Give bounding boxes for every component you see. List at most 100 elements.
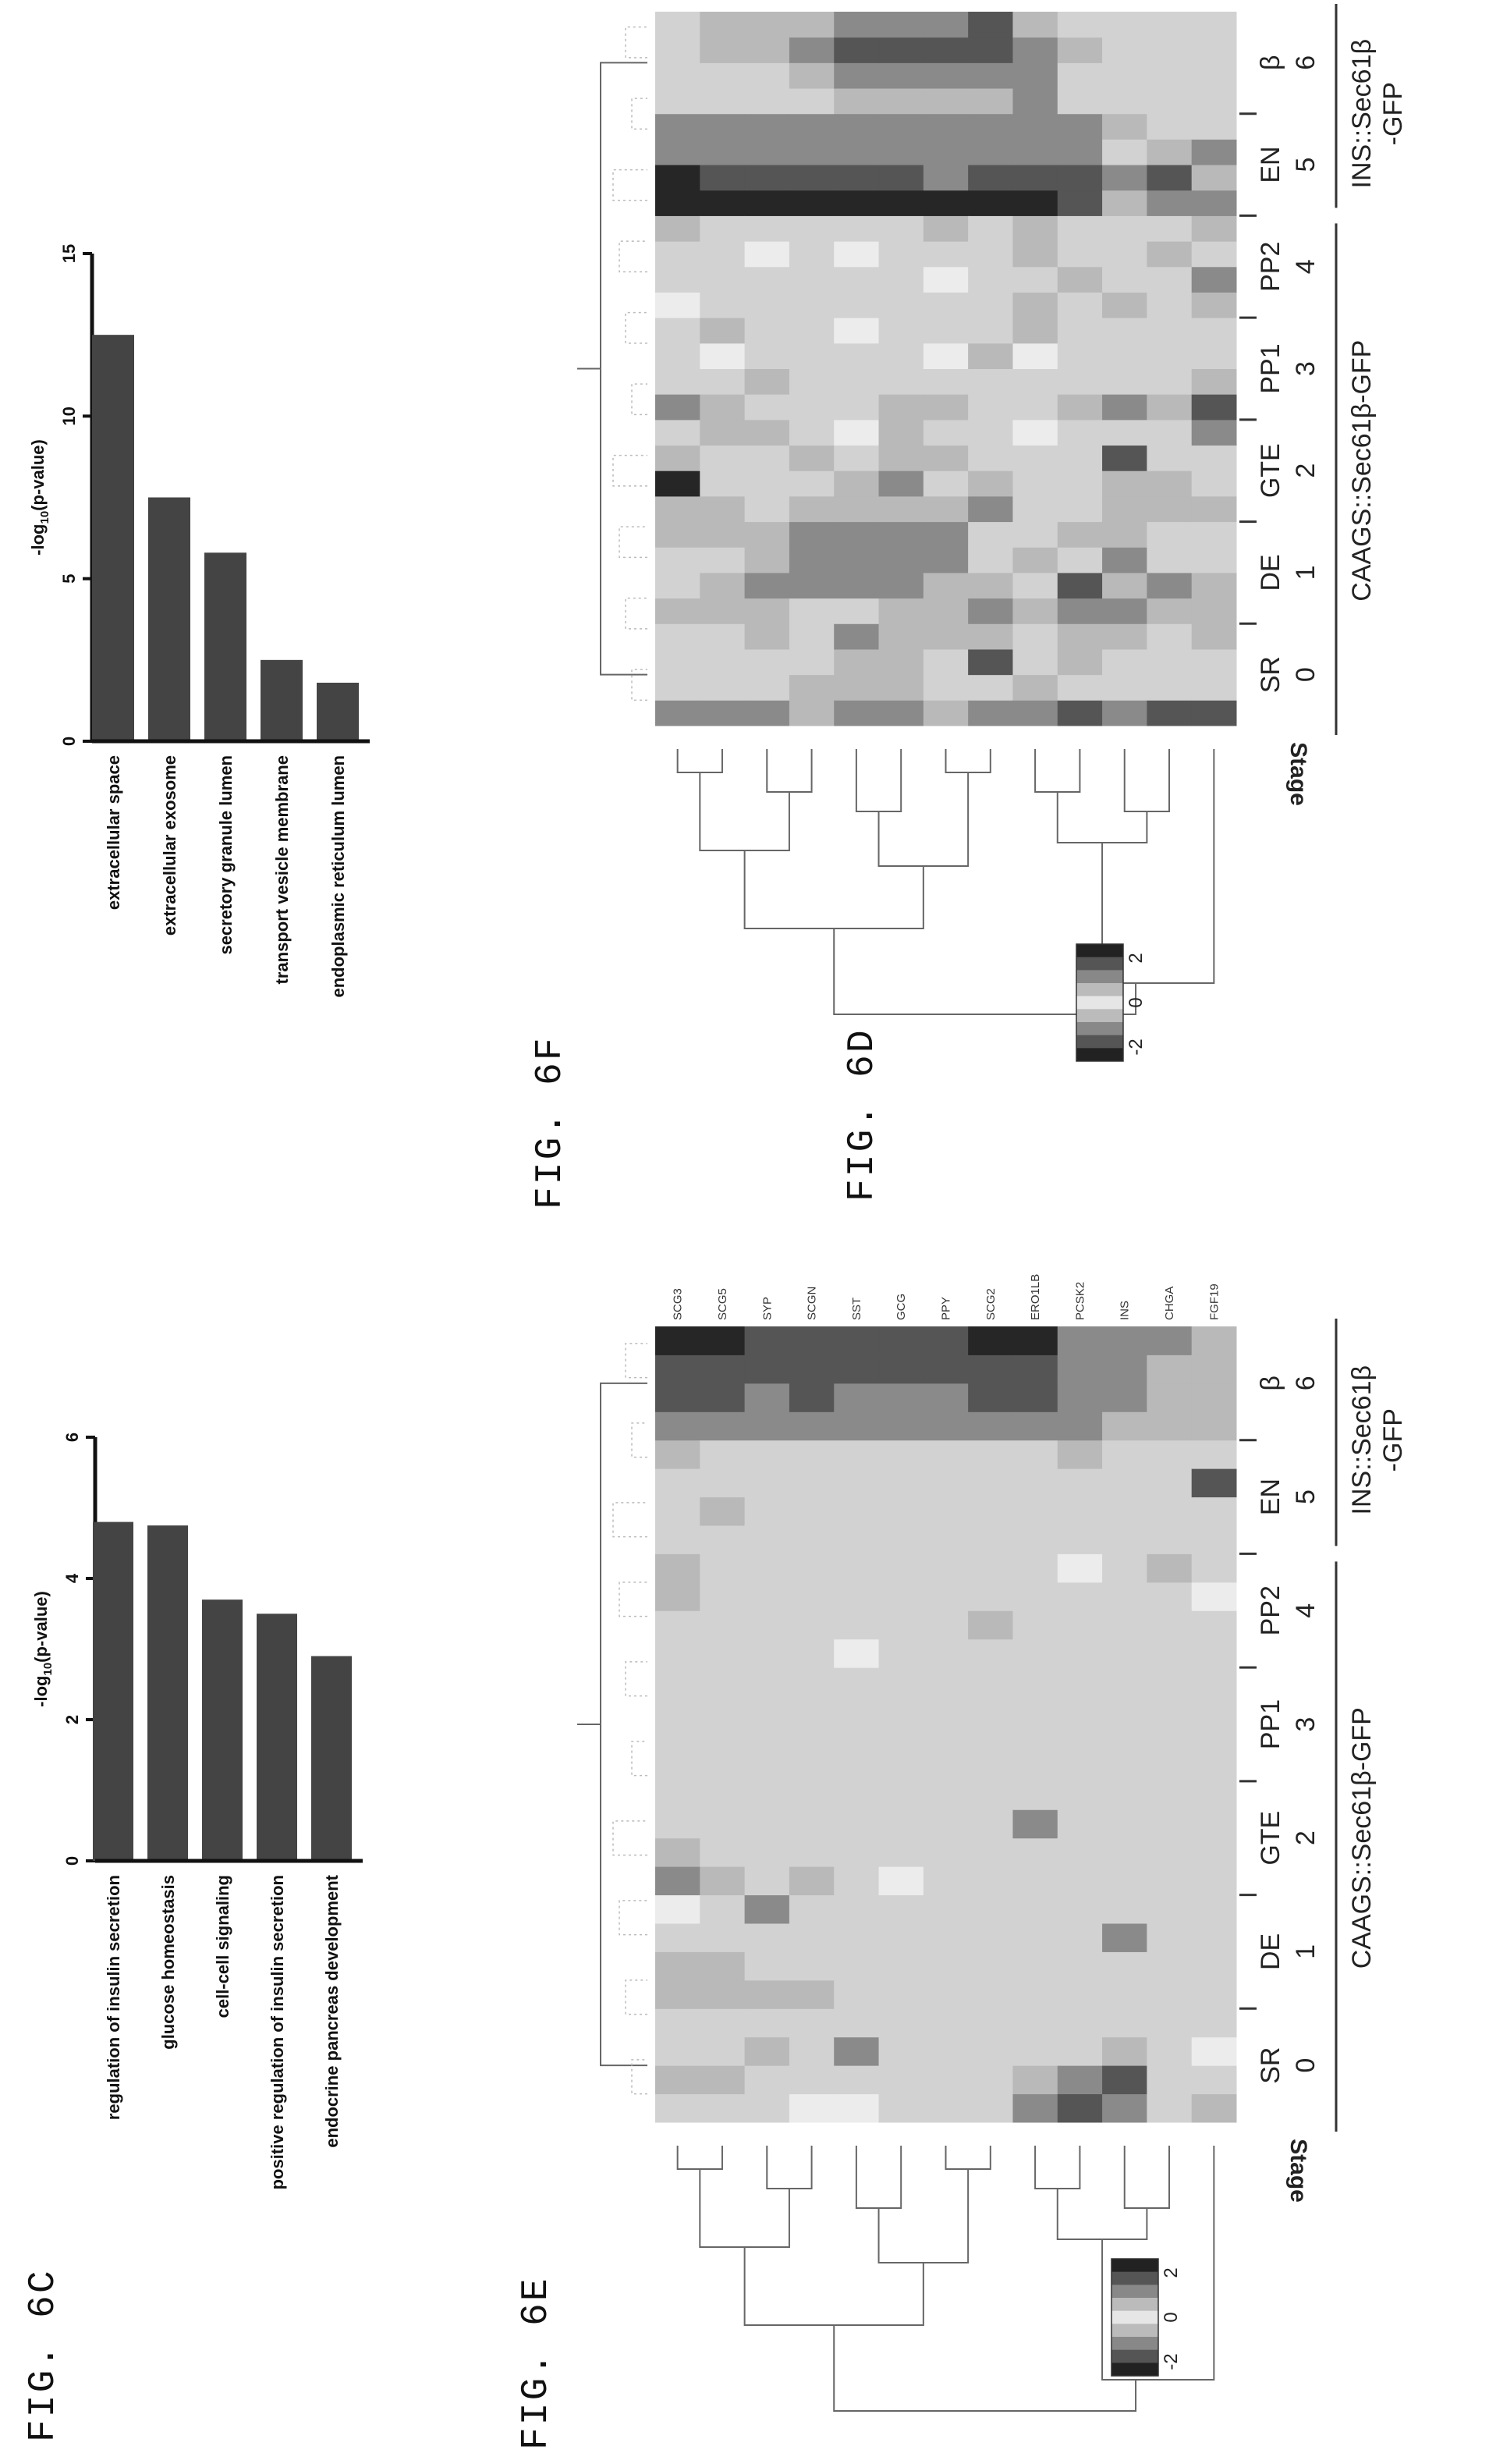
- heatmap-cell: [1191, 318, 1237, 344]
- heatmap-cell: [1191, 1695, 1237, 1725]
- heatmap-cell: [1102, 1752, 1147, 1782]
- heatmap-cell: [1102, 1468, 1147, 1498]
- heatmap-cell: [968, 215, 1013, 242]
- heatmap-cell: [1147, 648, 1193, 676]
- group-label: -GFP: [1378, 82, 1408, 145]
- heatmap-cell: [1057, 1951, 1103, 1981]
- heatmap-cell: [968, 1553, 1013, 1583]
- heatmap-cell: [700, 1639, 746, 1668]
- heatmap-cell: [878, 445, 924, 471]
- heatmap-cell: [744, 1468, 790, 1498]
- heatmap-cell: [655, 1582, 700, 1611]
- heatmap-cell: [1057, 445, 1103, 471]
- stage-label: SR: [1256, 656, 1285, 693]
- heatmap-cell: [834, 165, 880, 191]
- heatmap-cell: [655, 1979, 700, 2009]
- heatmap-cell: [744, 1781, 790, 1810]
- heatmap-cell: [923, 292, 969, 318]
- heatmap-cell: [834, 2093, 880, 2123]
- heatmap-cell: [968, 1951, 1013, 1981]
- heatmap-cell: [1057, 1354, 1103, 1384]
- stage-number: 6: [1291, 1376, 1321, 1390]
- column-dendrogram-branch: [612, 169, 647, 201]
- heatmap-cell: [1102, 1809, 1147, 1839]
- heatmap-cell: [1012, 2093, 1058, 2123]
- heatmap-cell: [700, 113, 746, 140]
- heatmap-cell: [1147, 1440, 1193, 1469]
- heatmap-cell: [744, 1752, 790, 1782]
- heatmap-cell: [744, 2008, 790, 2038]
- heatmap-cell: [700, 1440, 746, 1469]
- heatmap-cell: [878, 1979, 924, 2009]
- colorbar-frame: [1076, 943, 1124, 1062]
- category-label: regulation of insulin secretion: [104, 1875, 123, 2120]
- heatmap-cell: [744, 1639, 790, 1668]
- heatmap-cell: [878, 12, 924, 38]
- heatmap-cell: [700, 674, 746, 701]
- heatmap-cell: [1102, 648, 1147, 676]
- heatmap-cell: [789, 1525, 835, 1554]
- heatmap-cell: [1102, 88, 1147, 115]
- heatmap-cell: [744, 1951, 790, 1981]
- heatmap-cell: [1191, 1667, 1237, 1697]
- heatmap-cell: [789, 419, 835, 446]
- column-dendrogram-branch: [612, 454, 647, 487]
- heatmap-cell: [834, 2008, 880, 2038]
- heatmap-cell: [1191, 1553, 1237, 1583]
- heatmap-cell: [744, 495, 790, 523]
- heatmap-cell: [1102, 266, 1147, 293]
- heatmap-cell: [1102, 495, 1147, 523]
- heatmap-cell: [1012, 1411, 1058, 1441]
- heatmap-cell: [923, 623, 969, 650]
- heatmap-cell: [834, 1866, 880, 1896]
- heatmap-cell: [1147, 2065, 1193, 2095]
- heatmap-cell: [744, 623, 790, 650]
- fig-6c-label: FIG. 6C: [23, 2268, 65, 2442]
- heatmap-cell: [1057, 1525, 1103, 1554]
- row-dendrogram-branch: [833, 928, 1137, 1015]
- heatmap-cell: [789, 1383, 835, 1412]
- colorbar-segment: [1076, 957, 1123, 971]
- value-tick-label: 5: [59, 574, 79, 584]
- heatmap-cell: [1147, 62, 1193, 89]
- heatmap-cell: [1102, 1411, 1147, 1441]
- heatmap-cell: [1191, 139, 1237, 165]
- colorbar-label: -2: [1126, 1039, 1147, 1055]
- colorbar-segment: [1111, 2363, 1158, 2377]
- row-dendrogram-branch: [945, 749, 991, 773]
- heatmap-cell: [700, 598, 746, 624]
- heatmap-cell: [1102, 241, 1147, 268]
- heatmap-cell: [700, 343, 746, 369]
- heatmap-cell: [834, 1667, 880, 1697]
- heatmap-cell: [744, 266, 790, 293]
- heatmap-cell: [1012, 318, 1058, 344]
- heatmap-cell: [700, 215, 746, 242]
- heatmap-cell: [744, 1354, 790, 1384]
- heatmap-cell: [1147, 318, 1193, 344]
- row-dendrogram-branch: [743, 850, 924, 929]
- heatmap-cell: [1147, 495, 1193, 523]
- heatmap-cell: [1102, 1639, 1147, 1668]
- heatmap-cell: [655, 1781, 700, 1810]
- heatmap-cell: [655, 215, 700, 242]
- bar: [204, 552, 246, 741]
- heatmap-cell: [744, 190, 790, 216]
- heatmap-cell: [700, 495, 746, 523]
- heatmap-cell: [744, 2036, 790, 2066]
- heatmap-cell: [1012, 1440, 1058, 1469]
- heatmap-cell: [878, 1695, 924, 1725]
- heatmap-cell: [1057, 113, 1103, 140]
- bar: [202, 1599, 243, 1861]
- heatmap-cell: [834, 2036, 880, 2066]
- heatmap-cell: [1102, 1979, 1147, 2009]
- heatmap-cell: [834, 1724, 880, 1753]
- heatmap-cell: [968, 1781, 1013, 1810]
- heatmap-cell: [655, 343, 700, 369]
- heatmap-cell: [1147, 1724, 1193, 1753]
- heatmap-cell: [1012, 1724, 1058, 1753]
- heatmap-cell: [1057, 1411, 1103, 1441]
- heatmap-cell: [1102, 470, 1147, 497]
- heatmap-cell: [744, 1525, 790, 1554]
- heatmap-cell: [789, 266, 835, 293]
- heatmap-cell: [1057, 318, 1103, 344]
